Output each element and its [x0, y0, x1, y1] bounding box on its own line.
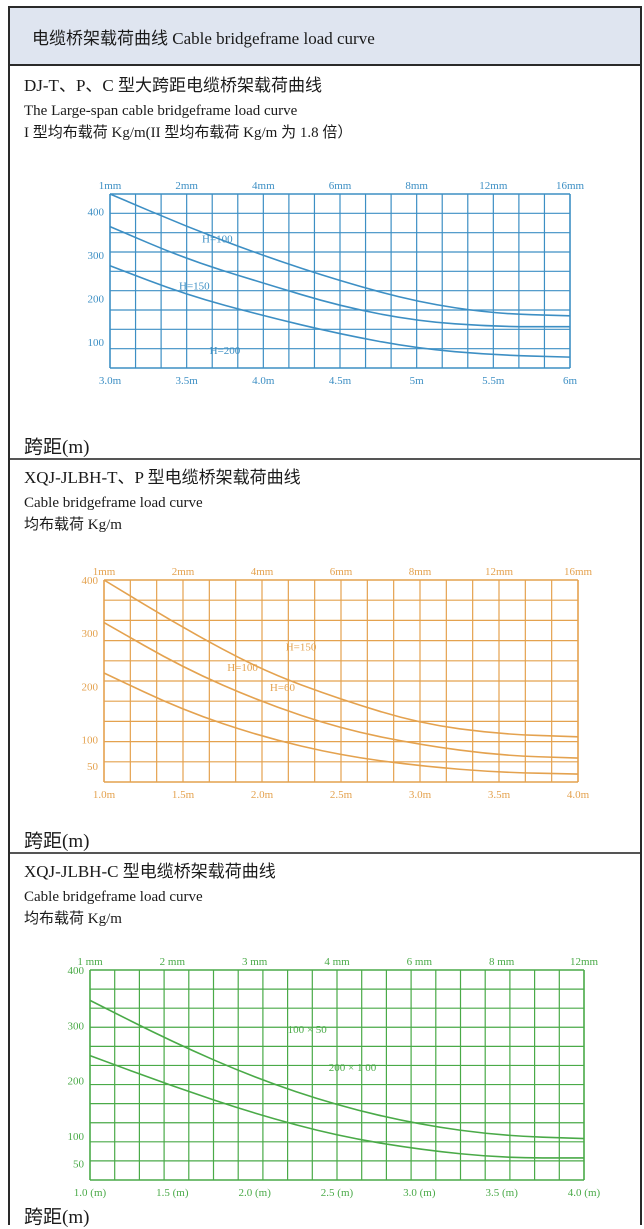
y-tick-label: 400: [68, 965, 85, 977]
top-tick-label: 2mm: [175, 180, 198, 192]
y-tick-label: 400: [88, 206, 105, 218]
series-line: [89, 1054, 584, 1159]
x-tick-label: 3.0 (m): [403, 1187, 436, 1199]
top-tick-label: 6mm: [330, 566, 353, 578]
divider-1: [10, 458, 640, 460]
top-tick-label: 4mm: [252, 180, 275, 192]
section3-title: XQJ-JLBH-C 型电缆桥架载荷曲线: [24, 862, 276, 881]
y-tick-label: 400: [82, 575, 99, 587]
chart-2: 1mm 2mm 4mm 6mm 8mm 12mm 16mm 1.0m 1.5m 2.0m 2.5m 3…: [82, 566, 593, 801]
x-tick-label: 3.0m: [409, 789, 432, 801]
chart-3: 1 mm 2 mm 3 mm 4 mm 6 mm 8 mm 12mm 1.0 (m) 1.5 (…: [68, 956, 601, 1199]
y-tick-label: 100: [88, 337, 105, 349]
section1-title: DJ-T、P、C 型大跨距电缆桥架载荷曲线: [24, 76, 322, 95]
top-tick-label: 1 mm: [77, 956, 103, 968]
top-tick-label: 12mm: [570, 956, 599, 968]
chart-1: 1mm 2mm 4mm 6mm 8mm 12mm 16mm 3.0m 3.5m 4.0m 4.5m 5…: [88, 180, 585, 387]
section3-span-label: 跨距(m): [24, 1207, 90, 1228]
header-bar: 电缆桥架载荷曲线 Cable bridgeframe load curve: [10, 8, 640, 66]
series-label: 100 × 50: [288, 1024, 328, 1036]
y-tick-label: 200: [82, 681, 99, 693]
section2-subtitle: Cable bridgeframe load curve: [24, 495, 203, 511]
top-tick-label: 1mm: [93, 566, 116, 578]
top-tick-label: 6mm: [329, 180, 352, 192]
x-tick-label: 5m: [410, 375, 425, 387]
x-tick-label: 1.5 (m): [156, 1187, 189, 1199]
x-tick-label: 4.0m: [252, 375, 275, 387]
section3-subtitle: Cable bridgeframe load curve: [24, 889, 203, 905]
series-line: [109, 225, 570, 328]
top-tick-label: 2mm: [172, 566, 195, 578]
series-label: H=60: [270, 682, 296, 694]
y-tick-label: 50: [87, 761, 99, 773]
top-tick-label: 4mm: [251, 566, 274, 578]
top-tick-label: 3 mm: [242, 956, 268, 968]
y-tick-label: 200: [68, 1076, 85, 1088]
top-tick-label: 8mm: [409, 566, 432, 578]
top-tick-label: 12mm: [485, 566, 514, 578]
y-tick-label: 300: [88, 250, 105, 262]
section2-span-label: 跨距(m): [24, 831, 90, 852]
series-label: 200 × 1 00: [329, 1062, 377, 1074]
section1-note: I 型均布载荷 Kg/m(II 型均布载荷 Kg/m 为 1.8 倍）: [24, 125, 353, 141]
top-tick-label: 2 mm: [160, 956, 186, 968]
page-frame: 电缆桥架载荷曲线 Cable bridgeframe load curve DJ…: [8, 6, 642, 1228]
top-tick-label: 8mm: [405, 180, 428, 192]
series-line: [89, 999, 585, 1140]
section3-note: 均布载荷 Kg/m: [24, 911, 122, 927]
series-line: [109, 193, 571, 317]
top-tick-label: 6 mm: [407, 956, 433, 968]
series-line: [103, 579, 579, 738]
x-tick-label: 3.5 (m): [485, 1187, 518, 1199]
series-line: [103, 621, 579, 759]
section1-span-label: 跨距(m): [24, 437, 90, 458]
y-tick-label: 300: [82, 628, 99, 640]
x-tick-label: 3.0m: [99, 375, 122, 387]
top-tick-label: 1mm: [99, 180, 122, 192]
top-tick-label: 8 mm: [489, 956, 515, 968]
x-tick-label: 3.5m: [176, 375, 199, 387]
x-tick-label: 1.0m: [93, 789, 116, 801]
top-tick-label: 12mm: [479, 180, 508, 192]
divider-2: [10, 852, 640, 854]
series-line: [109, 265, 571, 358]
section2-title: XQJ-JLBH-T、P 型电缆桥架载荷曲线: [24, 468, 301, 487]
series-label: H=150: [179, 281, 210, 293]
series-label: H=100: [202, 234, 233, 246]
top-tick-label: 4 mm: [324, 956, 350, 968]
series-line: [103, 672, 579, 775]
x-tick-label: 3.5m: [488, 789, 511, 801]
series-label: H=100: [227, 662, 258, 674]
series-label: H=150: [286, 642, 317, 654]
header-title: 电缆桥架载荷曲线 Cable bridgeframe load curve: [32, 29, 375, 48]
y-tick-label: 50: [73, 1158, 85, 1170]
x-tick-label: 2.0m: [251, 789, 274, 801]
y-tick-label: 300: [68, 1020, 85, 1032]
y-tick-label: 100: [82, 734, 99, 746]
y-tick-label: 100: [68, 1131, 85, 1143]
x-tick-label: 1.5m: [172, 789, 195, 801]
section2-note: 均布载荷 Kg/m: [24, 517, 122, 533]
top-tick-label: 16mm: [556, 180, 585, 192]
x-tick-label: 4.0m: [567, 789, 590, 801]
y-tick-label: 200: [88, 293, 105, 305]
x-tick-label: 2.5 (m): [321, 1187, 354, 1199]
x-tick-label: 2.0 (m): [238, 1187, 271, 1199]
x-tick-label: 1.0 (m): [74, 1187, 107, 1199]
section1-subtitle: The Large-span cable bridgeframe load cu…: [24, 103, 298, 119]
x-tick-label: 4.0 (m): [568, 1187, 601, 1199]
x-tick-label: 5.5m: [482, 375, 505, 387]
x-tick-label: 2.5m: [330, 789, 353, 801]
top-tick-label: 16mm: [564, 566, 593, 578]
x-tick-label: 6m: [563, 375, 578, 387]
series-label: H=200: [210, 345, 241, 357]
x-tick-label: 4.5m: [329, 375, 352, 387]
